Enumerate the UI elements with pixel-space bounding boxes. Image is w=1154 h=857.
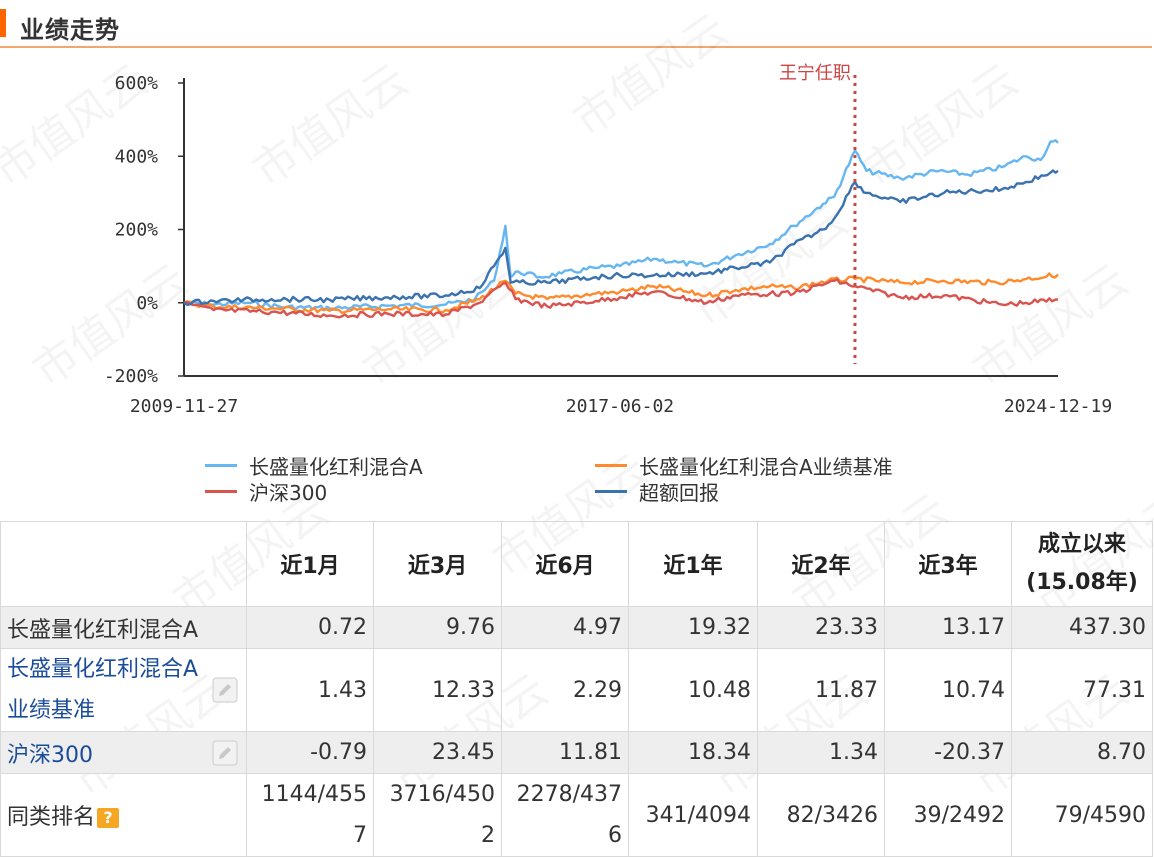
header-2y: 近2年 — [757, 521, 885, 607]
series-line-1 — [183, 272, 1059, 315]
x-tick-label: 2009-11-27 — [130, 396, 238, 417]
table-cell: 0.72 — [246, 606, 374, 649]
table-cell: 10.48 — [628, 648, 758, 732]
table-cell: 341/4094 — [628, 773, 758, 857]
table-header-row: 近1月 近3月 近6月 近1年 近2年 近3年 成立以来 (15.08年) — [0, 521, 1153, 607]
table-row-fund: 长盛量化红利混合A 0.72 9.76 4.97 19.32 23.33 13.… — [0, 606, 1153, 649]
table-cell: 23.45 — [373, 731, 502, 774]
edit-icon[interactable] — [212, 740, 238, 766]
x-tick-label: 2017-06-02 — [566, 396, 674, 417]
legend-label-fund: 长盛量化红利混合A — [249, 454, 423, 479]
y-tick-label: -200% — [104, 366, 158, 387]
table-cell: 79/4590 — [1011, 773, 1153, 857]
table-cell: 82/3426 — [757, 773, 885, 857]
legend-label-hs300: 沪深300 — [249, 480, 328, 505]
header-1m: 近1月 — [246, 521, 374, 607]
section-title: 业绩走势 — [20, 16, 120, 44]
table-cell: 10.74 — [884, 648, 1012, 732]
chart-legend: 长盛量化红利混合A 长盛量化红利混合A业绩基准 沪深300 超额回报 — [0, 452, 1154, 508]
series-line-2 — [183, 278, 1059, 319]
series-line-0 — [183, 139, 1059, 312]
y-tick-label: 400% — [115, 146, 159, 167]
row-name-cell-benchmark: 长盛量化红利混合A业绩基准 — [0, 648, 247, 732]
table-cell: 1.34 — [757, 731, 885, 774]
series-layer — [183, 139, 1059, 319]
row-name-hs300[interactable]: 沪深300 — [7, 742, 93, 768]
legend-item-excess[interactable]: 超额回报 — [595, 478, 719, 505]
table-cell: 9.76 — [373, 606, 502, 649]
row-name-rank: 同类排名 — [7, 805, 96, 830]
help-icon[interactable]: ? — [97, 808, 120, 828]
row-name-cell-rank: 同类排名? — [0, 773, 247, 857]
header-since-inception: 成立以来 (15.08年) — [1011, 521, 1153, 607]
table-cell: 437.30 — [1011, 606, 1153, 649]
table-cell: 12.33 — [373, 648, 502, 732]
x-axis: 2009-11-27 2017-06-02 2024-12-19 — [130, 375, 1112, 417]
row-name-benchmark[interactable]: 长盛量化红利混合A业绩基准 — [7, 657, 199, 723]
table-row-benchmark: 长盛量化红利混合A业绩基准 1.43 12.33 2.29 10.48 11.8… — [0, 648, 1153, 732]
header-1y: 近1年 — [628, 521, 758, 607]
y-tick-label: 600% — [115, 73, 159, 94]
legend-item-hs300[interactable]: 沪深300 — [205, 478, 328, 505]
table-cell: 2278/4376 — [501, 773, 629, 857]
legend-item-benchmark[interactable]: 长盛量化红利混合A业绩基准 — [595, 452, 893, 479]
header-accent-bar — [0, 9, 6, 37]
table-cell: 18.34 — [628, 731, 758, 774]
header-3y: 近3年 — [884, 521, 1012, 607]
legend-label-benchmark: 长盛量化红利混合A业绩基准 — [639, 454, 893, 479]
table-cell: 1.43 — [246, 648, 374, 732]
legend-swatch-benchmark — [595, 463, 627, 467]
table-row-rank: 同类排名? 1144/4557 3716/4502 2278/4376 341/… — [0, 773, 1153, 857]
manager-marker: 王宁任职 — [779, 63, 857, 364]
table-cell: 13.17 — [884, 606, 1012, 649]
table-cell: 77.31 — [1011, 648, 1153, 732]
table-cell: 2.29 — [501, 648, 629, 732]
section-header: 业绩走势 — [0, 0, 1152, 48]
table-cell: 23.33 — [757, 606, 885, 649]
edit-icon[interactable] — [212, 677, 238, 703]
series-line-3 — [183, 169, 1059, 306]
row-name-cell-hs300: 沪深300 — [0, 731, 247, 774]
legend-swatch-hs300 — [205, 489, 237, 493]
table-cell: 1144/4557 — [246, 773, 374, 857]
table-cell: 8.70 — [1011, 731, 1153, 774]
table-cell: 19.32 — [628, 606, 758, 649]
header-6m: 近6月 — [501, 521, 629, 607]
legend-swatch-excess — [595, 489, 627, 493]
legend-swatch-fund — [205, 463, 237, 467]
table-cell: 39/2492 — [884, 773, 1012, 857]
performance-table: 近1月 近3月 近6月 近1年 近2年 近3年 成立以来 (15.08年) 长盛… — [0, 521, 1153, 857]
legend-item-fund[interactable]: 长盛量化红利混合A — [205, 452, 423, 479]
table-cell: -20.37 — [884, 731, 1012, 774]
table-cell: 11.87 — [757, 648, 885, 732]
y-axis: 600% 400% 200% 0% -200% — [104, 73, 185, 387]
header-3m: 近3月 — [373, 521, 502, 607]
legend-label-excess: 超额回报 — [639, 480, 719, 505]
header-cell-blank — [0, 521, 247, 607]
table-cell: 4.97 — [501, 606, 629, 649]
table-cell: -0.79 — [246, 731, 374, 774]
y-tick-label: 0% — [136, 293, 158, 314]
performance-chart: 600% 400% 200% 0% -200% 2009-11-27 2017-06-02… — [104, 63, 1112, 417]
table-cell: 3716/4502 — [373, 773, 502, 857]
x-tick-label: 2024-12-19 — [1004, 396, 1112, 417]
manager-marker-label: 王宁任职 — [779, 63, 851, 84]
y-tick-label: 200% — [115, 220, 159, 241]
row-name-fund: 长盛量化红利混合A — [0, 606, 247, 649]
table-cell: 11.81 — [501, 731, 629, 774]
table-row-hs300: 沪深300 -0.79 23.45 11.81 18.34 1.34 -20.3… — [0, 731, 1153, 774]
